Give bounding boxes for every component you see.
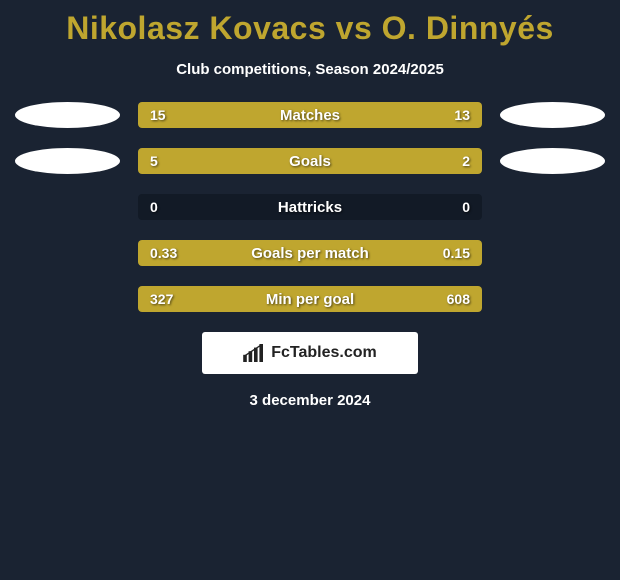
comparison-container: Nikolasz Kovacs vs O. Dinnyés Club compe…: [0, 0, 620, 409]
stat-bar: 0.330.15Goals per match: [138, 240, 482, 266]
stat-bar: 52Goals: [138, 148, 482, 174]
source-logo: FcTables.com: [202, 332, 418, 374]
stat-label: Goals per match: [138, 240, 482, 266]
date-label: 3 december 2024: [0, 392, 620, 409]
stats-rows: 1513Matches 52Goals 00Hattricks 0.330.15Goa…: [0, 102, 620, 312]
stat-row: 1513Matches: [0, 102, 620, 128]
stat-label: Min per goal: [138, 286, 482, 312]
stat-bar: 327608Min per goal: [138, 286, 482, 312]
stat-row: 52Goals: [0, 148, 620, 174]
subtitle: Club competitions, Season 2024/2025: [0, 61, 620, 78]
page-title: Nikolasz Kovacs vs O. Dinnyés: [0, 10, 620, 47]
player-left-avatar: [15, 148, 120, 174]
stat-label: Hattricks: [138, 194, 482, 220]
stat-row: 327608Min per goal: [0, 286, 620, 312]
player-left-avatar: [15, 102, 120, 128]
stat-row: 0.330.15Goals per match: [0, 240, 620, 266]
chart-icon: [243, 344, 265, 362]
player-right-avatar: [500, 102, 605, 128]
stat-label: Matches: [138, 102, 482, 128]
player-right-avatar: [500, 148, 605, 174]
stat-label: Goals: [138, 148, 482, 174]
stat-bar: 1513Matches: [138, 102, 482, 128]
logo-text: FcTables.com: [271, 344, 377, 362]
stat-row: 00Hattricks: [0, 194, 620, 220]
stat-bar: 00Hattricks: [138, 194, 482, 220]
